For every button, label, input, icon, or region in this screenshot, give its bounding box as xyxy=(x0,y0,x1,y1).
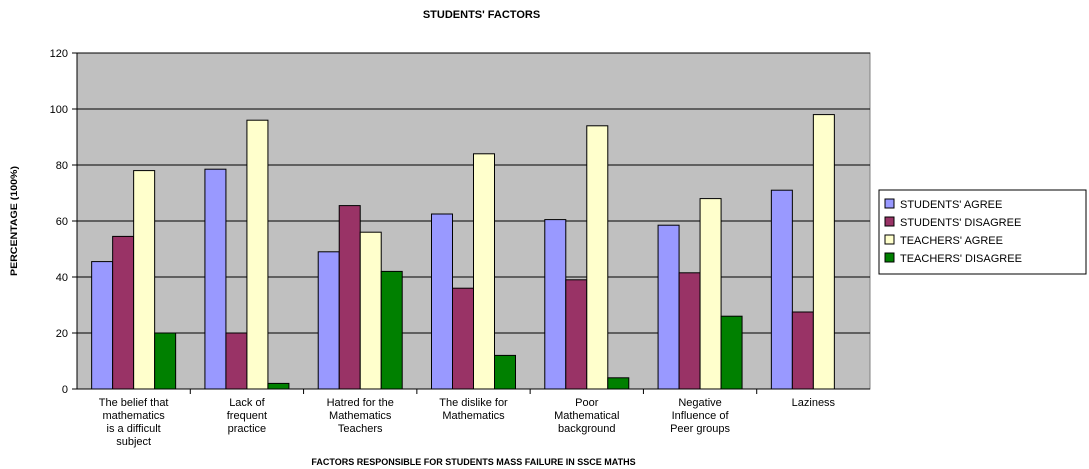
legend xyxy=(878,189,1087,275)
y-tick-label: 0 xyxy=(62,384,68,396)
bar-teachers-disagree xyxy=(380,270,403,390)
bar-students-agree xyxy=(317,251,340,390)
legend-label: TEACHERS' AGREE xyxy=(900,235,1003,247)
bar-students-agree xyxy=(770,189,793,390)
y-tick-label: 40 xyxy=(56,272,68,284)
x-axis-title: FACTORS RESPONSIBLE FOR STUDENTS MASS FA… xyxy=(311,457,635,467)
x-category-label: Teachers xyxy=(338,423,383,435)
y-tick-label: 60 xyxy=(56,216,68,228)
y-tick-label: 80 xyxy=(56,160,68,172)
y-tick-label: 20 xyxy=(56,328,68,340)
bar-students-agree xyxy=(657,224,680,390)
legend-label: TEACHERS' DISAGREE xyxy=(900,253,1022,265)
bar-teachers-agree xyxy=(586,125,609,390)
x-category-label: The belief that xyxy=(99,397,169,409)
legend-label: STUDENTS' DISAGREE xyxy=(900,217,1021,229)
y-tick-label: 100 xyxy=(50,104,68,116)
x-category-label: The dislike for xyxy=(439,397,508,409)
x-category-label: practice xyxy=(228,423,267,435)
bar-students-agree xyxy=(91,261,114,390)
bar-students-disagree xyxy=(791,311,814,390)
bar-teachers-agree xyxy=(812,114,835,390)
x-category-label: background xyxy=(558,423,616,435)
bar-students-disagree xyxy=(452,287,474,390)
y-axis-title: PERCENTAGE (100%) xyxy=(9,166,19,276)
x-category-label: Hatred for the xyxy=(327,397,394,409)
bar-teachers-disagree xyxy=(607,377,630,390)
x-category-label: Mathematics xyxy=(329,410,392,422)
bar-teachers-disagree xyxy=(494,354,516,390)
x-category-label: Lack of xyxy=(229,397,265,409)
legend-swatch xyxy=(884,234,895,245)
bar-students-agree xyxy=(204,168,227,390)
bar-teachers-agree xyxy=(699,198,722,390)
x-category-label: mathematics xyxy=(102,410,165,422)
bar-teachers-disagree xyxy=(154,332,177,390)
x-category-label: Influence of xyxy=(672,410,730,422)
bar-students-agree xyxy=(431,213,453,390)
bar-students-disagree xyxy=(565,279,588,390)
x-category-label: frequent xyxy=(227,410,267,422)
bar-students-agree xyxy=(544,219,567,390)
y-tick-label: 120 xyxy=(50,48,68,60)
x-category-label: Negative xyxy=(678,397,721,409)
bar-teachers-agree xyxy=(359,231,382,390)
x-category-label: subject xyxy=(116,436,151,448)
chart-title: STUDENTS' FACTORS xyxy=(423,9,540,21)
bar-teachers-agree xyxy=(246,119,269,390)
bar-teachers-disagree xyxy=(720,315,743,390)
bar-teachers-agree xyxy=(133,170,156,390)
x-category-label: Laziness xyxy=(792,397,836,409)
legend-swatch xyxy=(884,252,895,263)
legend-swatch xyxy=(884,198,895,209)
legend-label: STUDENTS' AGREE xyxy=(900,199,1002,211)
x-category-label: Mathematical xyxy=(554,410,619,422)
bar-students-disagree xyxy=(112,235,135,390)
x-category-label: Mathematics xyxy=(442,410,505,422)
x-category-label: Poor xyxy=(575,397,599,409)
bar-students-disagree xyxy=(338,205,361,390)
bar-students-disagree xyxy=(678,272,701,390)
bar-teachers-disagree xyxy=(267,382,290,390)
x-category-label: Peer groups xyxy=(670,423,730,435)
bar-students-disagree xyxy=(225,332,248,390)
x-category-label: is a difficult xyxy=(107,423,161,435)
bar-teachers-agree xyxy=(473,153,495,390)
legend-swatch xyxy=(884,216,895,227)
